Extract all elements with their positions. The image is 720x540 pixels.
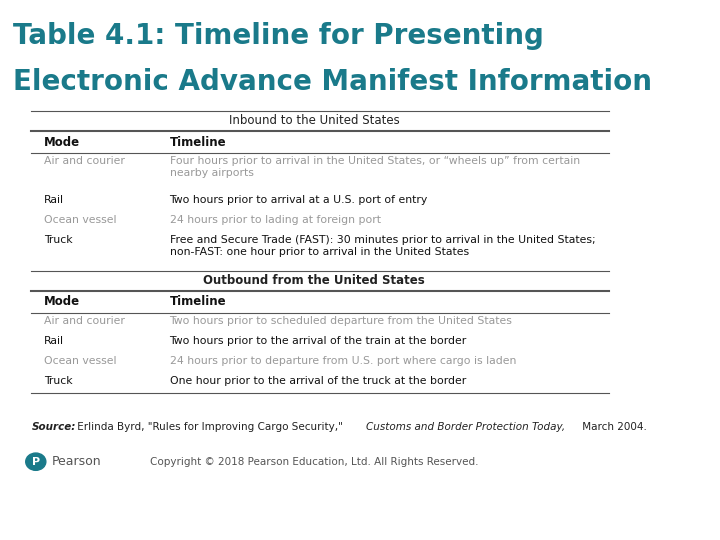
Text: Two hours prior to the arrival of the train at the border: Two hours prior to the arrival of the tr… xyxy=(169,336,467,346)
Text: Table 4.1: Timeline for Presenting: Table 4.1: Timeline for Presenting xyxy=(12,22,544,50)
Text: Timeline: Timeline xyxy=(169,136,226,148)
Text: Erlinda Byrd, "Rules for Improving Cargo Security,": Erlinda Byrd, "Rules for Improving Cargo… xyxy=(74,422,346,433)
Text: 24 hours prior to lading at foreign port: 24 hours prior to lading at foreign port xyxy=(169,215,380,225)
Text: Rail: Rail xyxy=(44,195,64,205)
Text: Four hours prior to arrival in the United States, or “wheels up” from certain
ne: Four hours prior to arrival in the Unite… xyxy=(169,156,580,178)
Text: 24 hours prior to departure from U.S. port where cargo is laden: 24 hours prior to departure from U.S. po… xyxy=(169,356,516,366)
Text: Mode: Mode xyxy=(44,295,80,308)
Text: Rail: Rail xyxy=(44,336,64,346)
Text: Truck: Truck xyxy=(44,235,73,245)
Text: Pearson: Pearson xyxy=(52,455,101,468)
Text: One hour prior to the arrival of the truck at the border: One hour prior to the arrival of the tru… xyxy=(169,376,466,386)
Text: Outbound from the United States: Outbound from the United States xyxy=(203,274,425,287)
Text: Air and courier: Air and courier xyxy=(44,316,125,326)
Text: Ocean vessel: Ocean vessel xyxy=(44,215,117,225)
Text: P: P xyxy=(32,457,40,467)
Text: Two hours prior to scheduled departure from the United States: Two hours prior to scheduled departure f… xyxy=(169,316,513,326)
Text: Copyright © 2018 Pearson Education, Ltd. All Rights Reserved.: Copyright © 2018 Pearson Education, Ltd.… xyxy=(150,457,478,467)
Text: Ocean vessel: Ocean vessel xyxy=(44,356,117,366)
Text: Electronic Advance Manifest Information: Electronic Advance Manifest Information xyxy=(12,68,652,96)
Text: Air and courier: Air and courier xyxy=(44,156,125,166)
Text: Customs and Border Protection Today,: Customs and Border Protection Today, xyxy=(366,422,565,433)
Circle shape xyxy=(26,453,46,470)
Text: Two hours prior to arrival at a U.S. port of entry: Two hours prior to arrival at a U.S. por… xyxy=(169,195,428,205)
Text: Mode: Mode xyxy=(44,136,80,148)
Text: Timeline: Timeline xyxy=(169,295,226,308)
Text: Inbound to the United States: Inbound to the United States xyxy=(228,114,400,127)
Text: Source:: Source: xyxy=(32,422,76,433)
Text: Free and Secure Trade (FAST): 30 minutes prior to arrival in the United States;
: Free and Secure Trade (FAST): 30 minutes… xyxy=(169,235,595,256)
Text: Truck: Truck xyxy=(44,376,73,386)
Text: March 2004.: March 2004. xyxy=(580,422,647,433)
